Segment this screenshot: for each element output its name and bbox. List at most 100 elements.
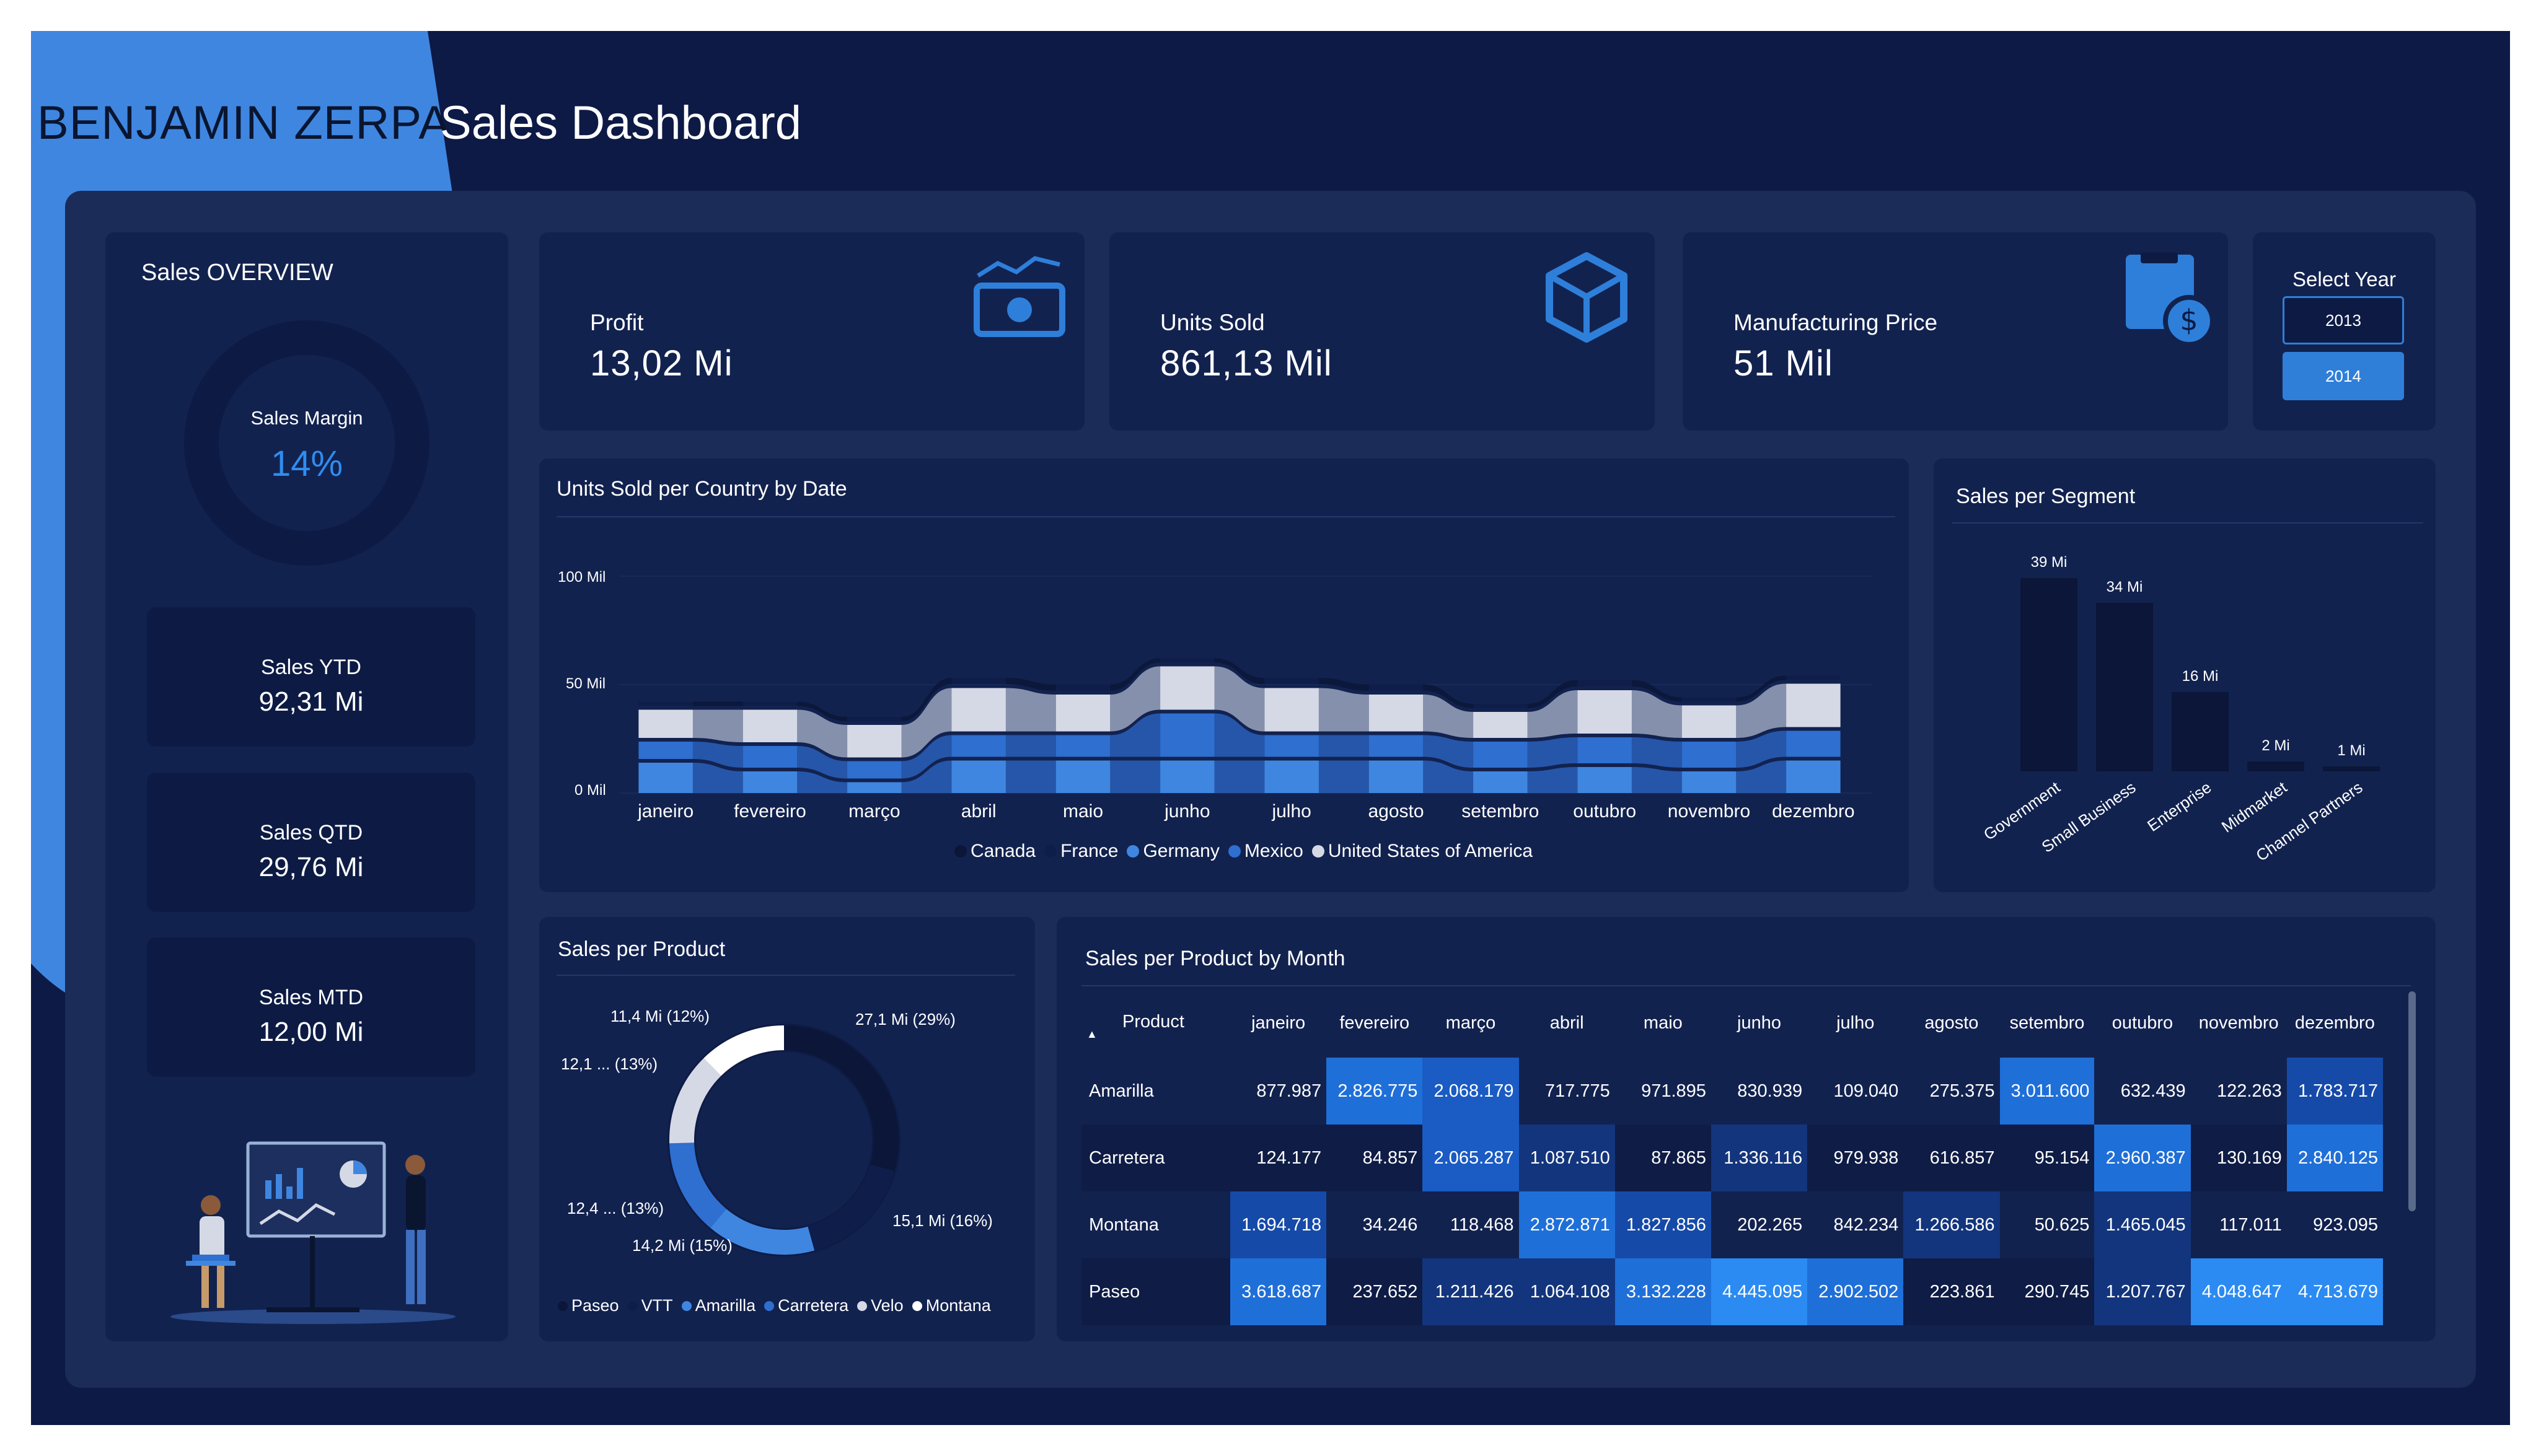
- table-cell: 4.713.679: [2286, 1258, 2383, 1325]
- legend-usa[interactable]: United States of America: [1311, 841, 1533, 862]
- ribbon-segment-mexico: [951, 735, 1006, 757]
- table-cell: 34.246: [1326, 1191, 1423, 1258]
- matrix-scroll-thumb[interactable]: [2408, 991, 2416, 1211]
- legend-montana[interactable]: Montana: [912, 1296, 991, 1315]
- legend-carretera[interactable]: Carretera: [764, 1296, 848, 1315]
- segment-value-label: 34 Mi: [2107, 579, 2143, 595]
- column-header-2[interactable]: março: [1445, 1012, 1496, 1033]
- overview-title: Sales OVERVIEW: [141, 260, 333, 286]
- ribbon-band-france: [1005, 678, 1056, 691]
- legend-mexico[interactable]: Mexico: [1228, 841, 1303, 862]
- column-header-5[interactable]: junho: [1737, 1012, 1782, 1033]
- ribbon-band-germany: [797, 771, 848, 793]
- column-header-10[interactable]: novembro: [2198, 1012, 2279, 1033]
- table-cell: 2.826.775: [1326, 1058, 1423, 1125]
- ribbon-segment-united-states-of-america: [1681, 705, 1737, 738]
- table-cell: 3.011.600: [1999, 1058, 2095, 1125]
- segment-bar: [2247, 761, 2304, 771]
- column-header-1[interactable]: fevereiro: [1339, 1012, 1410, 1033]
- product-month-table: ▲ Product janeiro fevereiro março abril maio…: [1081, 988, 2383, 1325]
- table-cell: 202.265: [1711, 1191, 1808, 1258]
- manufacturing-price-value: 51 Mil: [1733, 343, 1833, 384]
- matrix-scroll-track[interactable]: [2408, 991, 2416, 1326]
- ribbon-segment-france: [742, 701, 798, 706]
- sales-mtd-card: Sales MTD 12,00 Mi: [147, 937, 475, 1077]
- product-legend: Paseo VTT Amarilla Carretera Velo Montan…: [558, 1296, 1000, 1315]
- ribbon-band-france: [1110, 658, 1161, 691]
- segment-bar: [2323, 766, 2380, 771]
- table-cell: 50.625: [1999, 1191, 2095, 1258]
- legend-vtt[interactable]: VTT: [627, 1296, 673, 1315]
- legend-velo[interactable]: Velo: [857, 1296, 904, 1315]
- ribbon-band-united-states-of-america: [1005, 688, 1056, 732]
- ribbon-band-united-states-of-america: [1110, 666, 1161, 732]
- table-cell: 2.065.287: [1422, 1125, 1519, 1191]
- column-header-4[interactable]: maio: [1643, 1012, 1683, 1033]
- units-sold-value: 861,13 Mil: [1160, 343, 1332, 384]
- table-cell: 923.095: [2286, 1191, 2383, 1258]
- sales-qtd-card: Sales QTD 29,76 Mi: [147, 773, 475, 912]
- ribbon-segment-germany: [1368, 760, 1424, 793]
- slice-label-vtt: 15,1 Mi (16%): [892, 1211, 993, 1230]
- column-header-product[interactable]: ▲ Product: [1086, 1012, 1184, 1040]
- sales-mtd-value: 12,00 Mi: [258, 1017, 364, 1047]
- y-tick-0: 0 Mil: [575, 782, 606, 799]
- ribbon-segment-mexico: [1368, 735, 1424, 757]
- ribbon-segment-germany: [638, 763, 693, 793]
- legend-france[interactable]: France: [1044, 841, 1118, 862]
- column-header-6[interactable]: julho: [1836, 1012, 1875, 1033]
- ribbon-band-france: [1214, 658, 1265, 685]
- ribbon-band-mexico: [1631, 737, 1682, 768]
- units-sold-card: Units Sold 861,13 Mil: [1109, 232, 1655, 431]
- slice-label-carretera: 12,4 ... (13%): [567, 1199, 664, 1217]
- segment-category-label: Midmarket: [2218, 778, 2291, 836]
- column-header-3[interactable]: abril: [1549, 1012, 1584, 1033]
- ribbon-segment-germany: [847, 782, 902, 793]
- profit-value: 13,02 Mi: [590, 343, 733, 384]
- table-cell: 3.132.228: [1614, 1258, 1711, 1325]
- ribbon-segment-france: [1681, 697, 1737, 702]
- legend-germany[interactable]: Germany: [1127, 841, 1220, 862]
- ribbon-band-germany: [1110, 760, 1161, 793]
- column-header-7[interactable]: agosto: [1924, 1012, 1979, 1033]
- ribbon-band-mexico: [1318, 735, 1369, 757]
- table-cell: 3.618.687: [1230, 1258, 1327, 1325]
- manufacturing-price-card: Manufacturing Price 51 Mil $: [1683, 232, 2228, 431]
- ribbon-band-germany: [1423, 760, 1474, 793]
- ribbon-segment-france: [1786, 675, 1841, 680]
- table-cell: 275.375: [1903, 1058, 2000, 1125]
- year-option-2014[interactable]: 2014: [2283, 352, 2404, 400]
- ribbon-band-united-states-of-america: [797, 709, 848, 758]
- table-cell: 830.939: [1711, 1058, 1808, 1125]
- ribbon-segment-france: [1368, 684, 1424, 691]
- ribbon-segment-united-states-of-america: [1160, 666, 1215, 710]
- sales-margin-label: Sales Margin: [250, 407, 363, 429]
- ribbon-segment-mexico: [742, 746, 798, 768]
- ribbon-segment-germany: [1786, 760, 1841, 793]
- ribbon-segment-united-states-of-america: [1577, 690, 1632, 734]
- legend-canada[interactable]: Canada: [954, 841, 1036, 862]
- year-option-2013[interactable]: 2013: [2283, 296, 2404, 344]
- ribbon-band-mexico: [1527, 737, 1578, 768]
- column-header-0[interactable]: janeiro: [1251, 1012, 1306, 1033]
- donut-slice-velo: [669, 1058, 721, 1144]
- units-sold-label: Units Sold: [1160, 310, 1265, 335]
- column-header-9[interactable]: outubro: [2112, 1012, 2173, 1033]
- table-cell: 87.865: [1614, 1125, 1711, 1191]
- table-cell: 632.439: [2094, 1058, 2191, 1125]
- segment-bar: [2096, 603, 2153, 771]
- legend-paseo[interactable]: Paseo: [558, 1296, 619, 1315]
- table-cell: 717.775: [1518, 1058, 1615, 1125]
- legend-amarilla[interactable]: Amarilla: [681, 1296, 755, 1315]
- product-donut-chart: [667, 1024, 901, 1256]
- ribbon-segment-mexico: [1577, 737, 1632, 763]
- column-header-8[interactable]: setembro: [2009, 1012, 2085, 1033]
- segment-bar: [2172, 692, 2229, 771]
- column-header-11[interactable]: dezembro: [2294, 1012, 2375, 1033]
- sort-ascending-icon: ▲: [1086, 1028, 1098, 1040]
- table-cell: 290.745: [1999, 1258, 2095, 1325]
- ribbon-segment-france: [1160, 658, 1215, 663]
- table-cell: 2.960.387: [2094, 1125, 2191, 1191]
- ribbon-segment-france: [1264, 678, 1319, 685]
